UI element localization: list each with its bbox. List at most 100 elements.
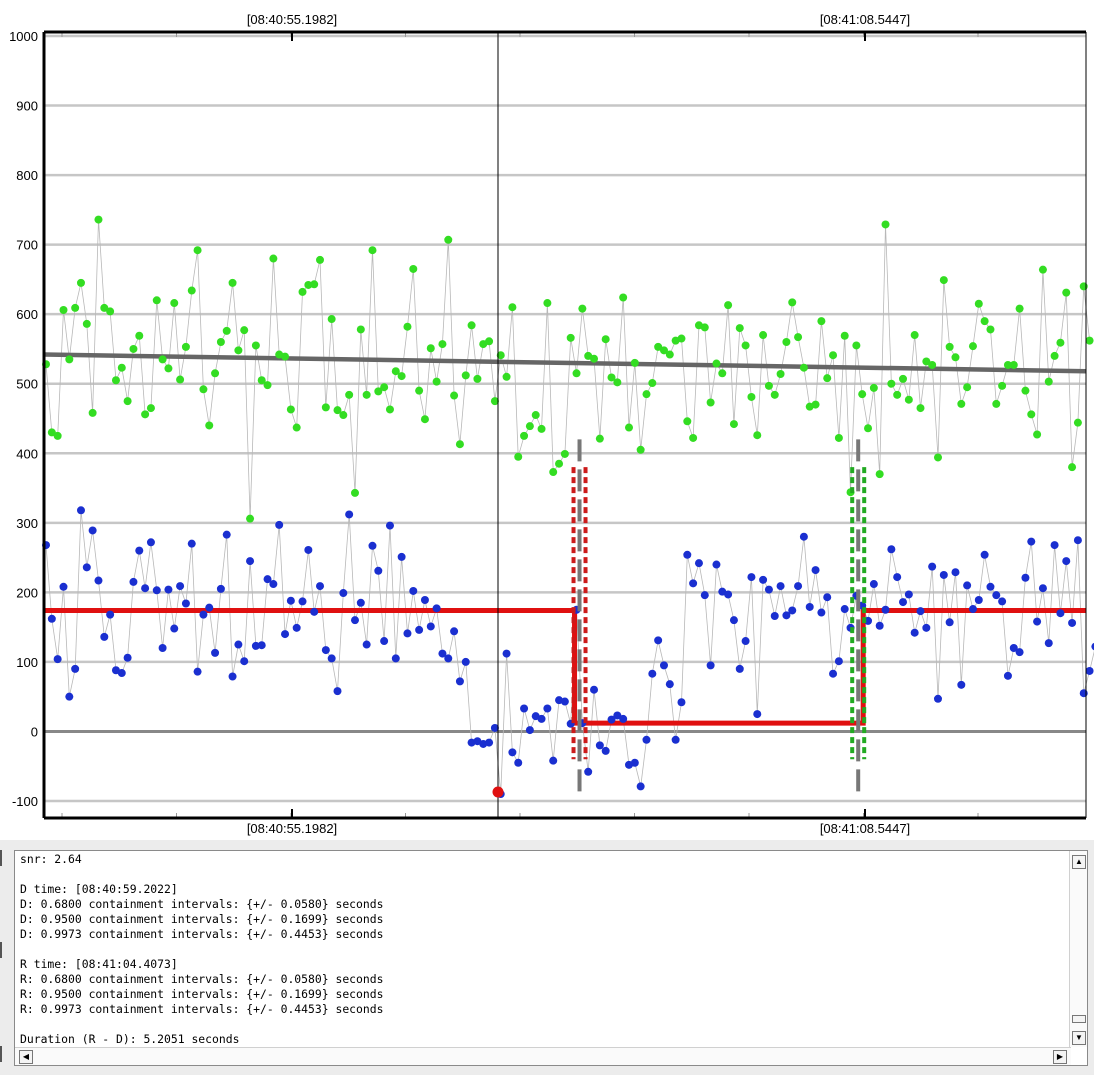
comparison-point	[135, 331, 144, 340]
horizontal-scrollbar[interactable]: ◀ ▶	[15, 1047, 1071, 1065]
comparison-point	[858, 390, 867, 399]
scroll-up-button[interactable]: ▲	[1072, 855, 1086, 869]
target-point	[963, 581, 972, 590]
comparison-point	[514, 452, 523, 461]
comparison-point	[415, 386, 424, 395]
comparison-point	[811, 400, 820, 409]
trend-line	[43, 352, 1087, 374]
scroll-thumb[interactable]	[1072, 1015, 1086, 1023]
vertical-scrollbar[interactable]: ▲ ▼	[1069, 851, 1087, 1047]
target-point	[706, 661, 715, 670]
comparison-point	[65, 355, 74, 364]
target-point	[636, 782, 645, 791]
target-point	[251, 641, 260, 650]
target-point	[893, 573, 902, 582]
light-curve-plot-panel[interactable]: -100 0 100 200 300 400 500 600 700 800 900 1000 [08…	[0, 0, 1094, 840]
comparison-point	[840, 331, 849, 340]
target-point	[333, 687, 342, 696]
comparison-point	[904, 395, 913, 404]
comparison-point	[485, 337, 494, 346]
target-point	[368, 541, 377, 550]
comparison-point	[939, 276, 948, 285]
comparison-point	[403, 322, 412, 331]
comparison-point	[1021, 386, 1030, 395]
edge-mark	[0, 850, 2, 866]
target-point	[659, 661, 668, 670]
cursor-layer[interactable]	[492, 32, 504, 818]
y-tick-label: 600	[16, 307, 38, 322]
comparison-point	[141, 410, 150, 419]
trend-line	[43, 352, 1087, 374]
target-point	[508, 748, 517, 757]
comparison-point	[601, 335, 610, 344]
target-point	[158, 644, 167, 652]
comparison-point	[823, 374, 832, 383]
comparison-point	[613, 378, 622, 387]
target-point	[246, 557, 255, 566]
comparison-point	[619, 293, 628, 302]
comparison-point	[531, 411, 540, 420]
comparison-point	[350, 488, 359, 497]
light-curve-chart[interactable]: -100 0 100 200 300 400 500 600 700 800 900 1000 [08…	[0, 0, 1094, 840]
comparison-point	[712, 359, 721, 368]
cursor-marker[interactable]	[492, 786, 504, 798]
comparison-point	[555, 459, 564, 468]
comparison-point	[537, 424, 546, 433]
target-point	[1068, 618, 1077, 627]
comparison-point	[1073, 418, 1082, 427]
comparison-point	[181, 342, 190, 351]
target-point	[759, 575, 768, 584]
target-point	[1073, 536, 1082, 545]
plot-frame	[42, 30, 1087, 820]
results-log-panel[interactable]: snr: 2.64 D time: [08:40:59.2022] D: 0.6…	[14, 850, 1088, 1066]
y-tick-label: 800	[16, 168, 38, 183]
comparison-point	[222, 326, 231, 335]
target-point	[187, 539, 196, 548]
gridlines	[44, 34, 1086, 803]
comparison-point	[205, 421, 214, 430]
containment-interval-markers[interactable]	[571, 439, 867, 795]
x-time-label-bottom: [08:41:08.5447]	[820, 821, 910, 836]
scroll-right-button[interactable]: ▶	[1053, 1050, 1067, 1064]
comparison-point	[764, 381, 773, 390]
target-point	[170, 624, 179, 633]
comparison-point	[333, 406, 342, 415]
y-tick-label: 100	[16, 655, 38, 670]
comparison-point	[928, 360, 937, 369]
comparison-point	[700, 323, 709, 332]
target-point	[263, 575, 272, 584]
comparison-point	[193, 246, 202, 255]
target-point	[356, 598, 365, 607]
scroll-left-button[interactable]: ◀	[19, 1050, 33, 1064]
comparison-point	[578, 304, 587, 313]
target-point	[1062, 557, 1071, 566]
comparison-point	[910, 331, 919, 340]
target-point	[916, 607, 925, 616]
comparison-point	[164, 364, 173, 373]
comparison-point	[321, 403, 330, 412]
target-point	[869, 580, 878, 589]
target-point	[426, 622, 435, 631]
comparison-point	[1079, 282, 1088, 291]
results-log-text[interactable]: snr: 2.64 D time: [08:40:59.2022] D: 0.6…	[20, 852, 384, 1046]
target-point	[461, 657, 470, 666]
target-point	[164, 585, 173, 594]
target-point	[613, 711, 622, 720]
comparison-point	[735, 324, 744, 333]
comparison-point	[945, 342, 954, 351]
comparison-point	[916, 404, 925, 413]
target-point	[747, 573, 756, 582]
target-point	[817, 608, 826, 617]
scroll-down-button[interactable]: ▼	[1072, 1031, 1086, 1045]
comparison-point	[257, 376, 266, 385]
target-point	[304, 545, 313, 554]
target-point	[525, 726, 534, 735]
comparison-point	[426, 344, 435, 353]
target-series-line	[45, 510, 1094, 795]
comparison-point	[187, 286, 196, 295]
comparison-point	[869, 383, 878, 392]
comparison-point	[957, 399, 966, 408]
comparison-point	[1056, 338, 1065, 347]
target-point	[694, 559, 703, 568]
target-point	[986, 582, 995, 591]
